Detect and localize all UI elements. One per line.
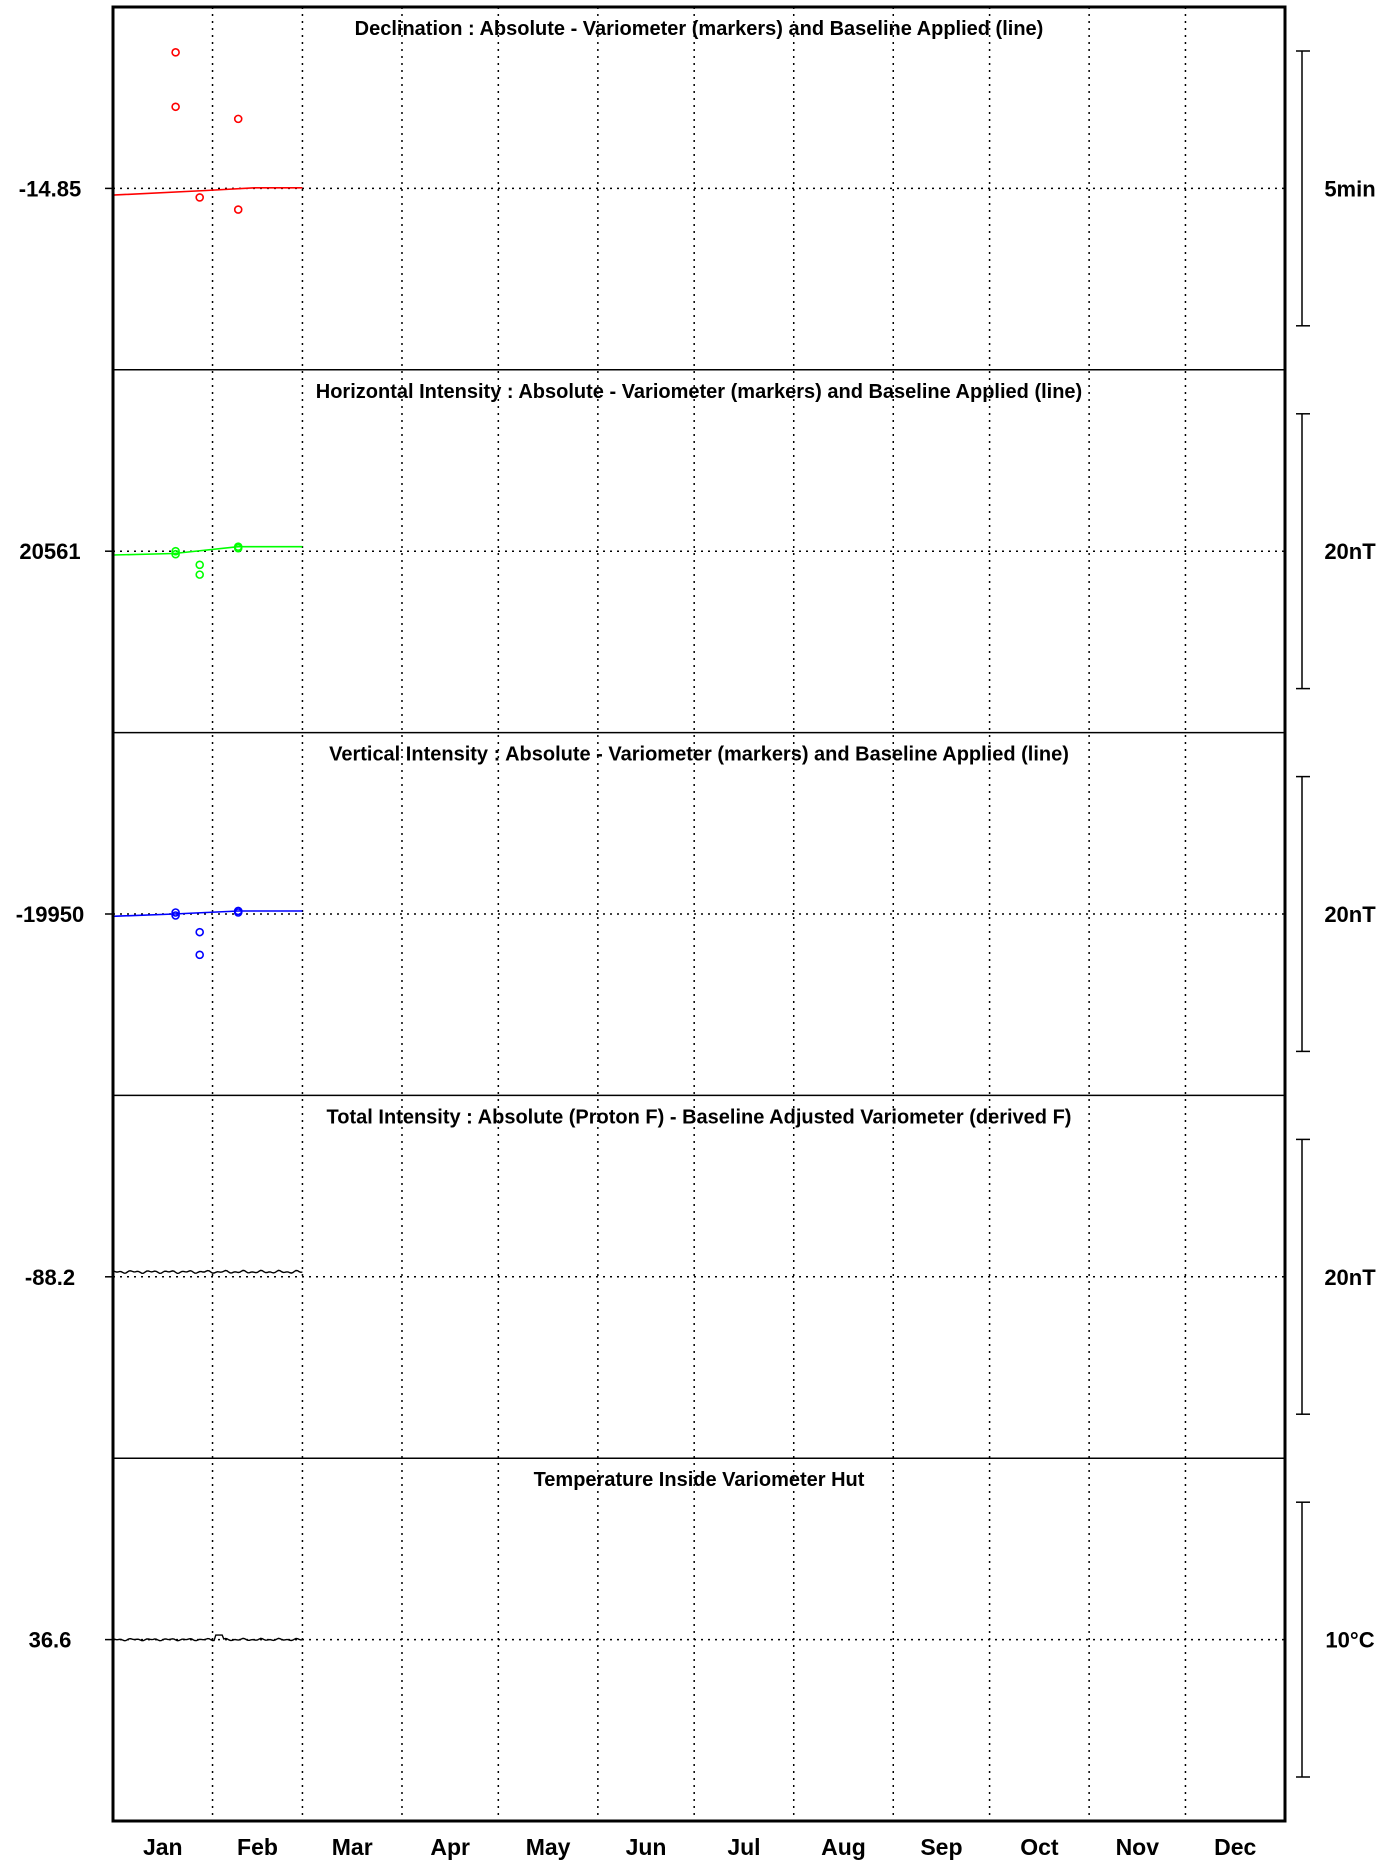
panel-3-marker-2 (171, 911, 180, 920)
panel-1-marker-1 (171, 48, 180, 57)
plot-labels: Declination : Absolute - Variometer (mar… (16, 18, 1376, 1860)
panel-3-marker-3 (195, 927, 204, 937)
panel-4-reference-label: -88.2 (25, 1265, 75, 1290)
month-label-mar: Mar (332, 1834, 373, 1860)
panel-1-title: Declination : Absolute - Variometer (mar… (355, 18, 1044, 40)
month-label-jun: Jun (626, 1834, 667, 1860)
panel-3-marker-4 (195, 950, 204, 960)
panel-3-marker-6 (233, 908, 243, 917)
month-label-apr: Apr (430, 1834, 470, 1860)
month-label-feb: Feb (237, 1834, 278, 1860)
panel-5-title: Temperature Inside Variometer Hut (534, 1469, 865, 1491)
panel-1-baseline-line (112, 187, 303, 196)
panel-2-baseline-line (112, 545, 303, 556)
month-label-oct: Oct (1020, 1834, 1059, 1860)
panel-4-title: Total Intensity : Absolute (Proton F) - … (327, 1106, 1072, 1128)
month-label-nov: Nov (1116, 1834, 1160, 1860)
panel-5-derived-line (112, 1634, 303, 1642)
panel-1-reference-label: -14.85 (19, 176, 81, 201)
grid-lines (113, 7, 1285, 1821)
month-label-aug: Aug (821, 1834, 866, 1860)
panel-1-marker-3 (195, 193, 204, 202)
panel-2-marker-1 (171, 546, 180, 556)
panel-2-reference-label: 20561 (19, 539, 80, 564)
panel-3-scale-label: 20nT (1324, 902, 1376, 927)
month-label-may: May (526, 1834, 571, 1860)
panel-2-marker-2 (171, 549, 180, 559)
month-label-jul: Jul (727, 1834, 760, 1860)
month-label-dec: Dec (1214, 1834, 1256, 1860)
panel-3-marker-1 (171, 908, 180, 917)
panel-3-reference-label: -19950 (16, 902, 85, 927)
plot-data (112, 48, 303, 1642)
panel-3-baseline-line (112, 910, 303, 918)
panel-5-reference-label: 36.6 (29, 1628, 72, 1653)
panel-5-scale-label: 10°C (1325, 1628, 1374, 1653)
panel-4-derived-line (112, 1269, 303, 1275)
panel-2-scale-label: 20nT (1324, 539, 1376, 564)
panel-2-title: Horizontal Intensity : Absolute - Variom… (316, 381, 1082, 403)
month-label-sep: Sep (920, 1834, 962, 1860)
panel-1-marker-5 (233, 205, 243, 214)
plot-frame (105, 5, 1310, 1823)
panel-4-scale-label: 20nT (1324, 1265, 1376, 1290)
panel-1-marker-2 (171, 102, 180, 112)
panel-3-title: Vertical Intensity : Absolute - Variomet… (329, 744, 1069, 766)
panel-2-marker-4 (195, 570, 204, 579)
month-label-jan: Jan (143, 1834, 183, 1860)
panel-1-marker-4 (233, 114, 243, 124)
panel-1-scale-label: 5min (1324, 176, 1375, 201)
panel-2-marker-6 (233, 542, 243, 551)
panel-2-marker-3 (195, 560, 204, 570)
plot-border (111, 5, 1287, 1823)
